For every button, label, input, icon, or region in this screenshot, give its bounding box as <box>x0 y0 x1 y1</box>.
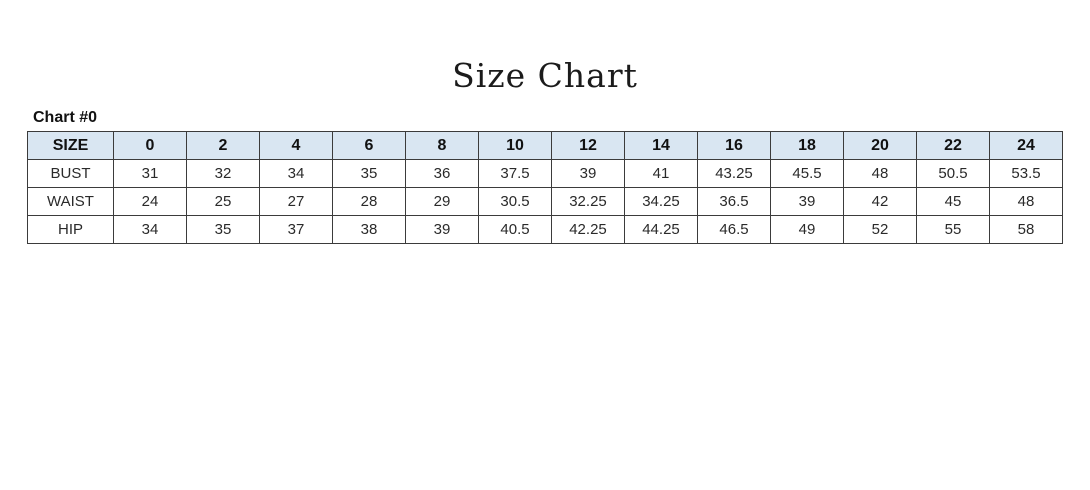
measurement-cell: 45 <box>916 187 990 216</box>
measurement-cell: 36.5 <box>697 187 771 216</box>
size-column-header: 14 <box>624 131 698 160</box>
measurement-cell: 46.5 <box>697 215 771 244</box>
measurement-cell: 43.25 <box>697 159 771 188</box>
measurement-cell: 45.5 <box>770 159 844 188</box>
measurement-cell: 35 <box>332 159 406 188</box>
size-column-header: 6 <box>332 131 406 160</box>
measurement-cell: 42 <box>843 187 917 216</box>
measurement-cell: 48 <box>989 187 1063 216</box>
measurement-cell: 40.5 <box>478 215 552 244</box>
size-column-header: 4 <box>259 131 333 160</box>
measurement-cell: 41 <box>624 159 698 188</box>
measurement-cell: 27 <box>259 187 333 216</box>
measurement-cell: 44.25 <box>624 215 698 244</box>
page-title: Size Chart <box>452 56 638 95</box>
measurement-cell: 37.5 <box>478 159 552 188</box>
row-label-waist: WAIST <box>27 187 114 216</box>
measurement-cell: 42.25 <box>551 215 625 244</box>
measurement-cell: 25 <box>186 187 260 216</box>
measurement-cell: 48 <box>843 159 917 188</box>
measurement-cell: 49 <box>770 215 844 244</box>
table-row: BUST 31 32 34 35 36 37.5 39 41 43.25 45.5 48 50.5 53.… <box>27 159 1063 188</box>
measurement-cell: 24 <box>113 187 187 216</box>
measurement-cell: 52 <box>843 215 917 244</box>
measurement-cell: 39 <box>405 215 479 244</box>
table-row: WAIST 24 25 27 28 29 30.5 32.25 34.25 36.5 39 42 45 4… <box>27 187 1063 216</box>
measurement-cell: 38 <box>332 215 406 244</box>
size-column-header: 18 <box>770 131 844 160</box>
size-column-header: 24 <box>989 131 1063 160</box>
measurement-cell: 31 <box>113 159 187 188</box>
measurement-cell: 35 <box>186 215 260 244</box>
size-column-header: 16 <box>697 131 771 160</box>
table-row: HIP 34 35 37 38 39 40.5 42.25 44.25 46.5 49 52 55 58 <box>27 215 1063 244</box>
row-label-bust: BUST <box>27 159 114 188</box>
measurement-cell: 28 <box>332 187 406 216</box>
size-column-header: 0 <box>113 131 187 160</box>
measurement-cell: 39 <box>551 159 625 188</box>
measurement-cell: 37 <box>259 215 333 244</box>
measurement-cell: 29 <box>405 187 479 216</box>
measurement-cell: 39 <box>770 187 844 216</box>
measurement-cell: 55 <box>916 215 990 244</box>
size-chart-table: SIZE 0 2 4 6 8 10 12 14 16 18 20 22 24 BUST 31 32 34 35 36… <box>27 131 1063 244</box>
table-header: SIZE 0 2 4 6 8 10 12 14 16 18 20 22 24 <box>27 131 1063 160</box>
measurement-cell: 32 <box>186 159 260 188</box>
size-column-header: 20 <box>843 131 917 160</box>
table-body: BUST 31 32 34 35 36 37.5 39 41 43.25 45.5 48 50.5 53.… <box>27 159 1063 244</box>
size-header-cell: SIZE <box>27 131 114 160</box>
measurement-cell: 53.5 <box>989 159 1063 188</box>
chart-number-label: Chart #0 <box>33 109 98 126</box>
size-column-header: 8 <box>405 131 479 160</box>
measurement-cell: 30.5 <box>478 187 552 216</box>
size-column-header: 22 <box>916 131 990 160</box>
header-row: SIZE 0 2 4 6 8 10 12 14 16 18 20 22 24 <box>27 131 1063 160</box>
measurement-cell: 50.5 <box>916 159 990 188</box>
measurement-cell: 34 <box>259 159 333 188</box>
size-chart-page: Size Chart Chart #0 SIZE 0 2 4 6 8 10 12 14 16 18 2… <box>0 56 1090 490</box>
measurement-cell: 36 <box>405 159 479 188</box>
row-label-hip: HIP <box>27 215 114 244</box>
measurement-cell: 58 <box>989 215 1063 244</box>
size-column-header: 2 <box>186 131 260 160</box>
measurement-cell: 34 <box>113 215 187 244</box>
measurement-cell: 32.25 <box>551 187 625 216</box>
size-column-header: 12 <box>551 131 625 160</box>
size-column-header: 10 <box>478 131 552 160</box>
measurement-cell: 34.25 <box>624 187 698 216</box>
